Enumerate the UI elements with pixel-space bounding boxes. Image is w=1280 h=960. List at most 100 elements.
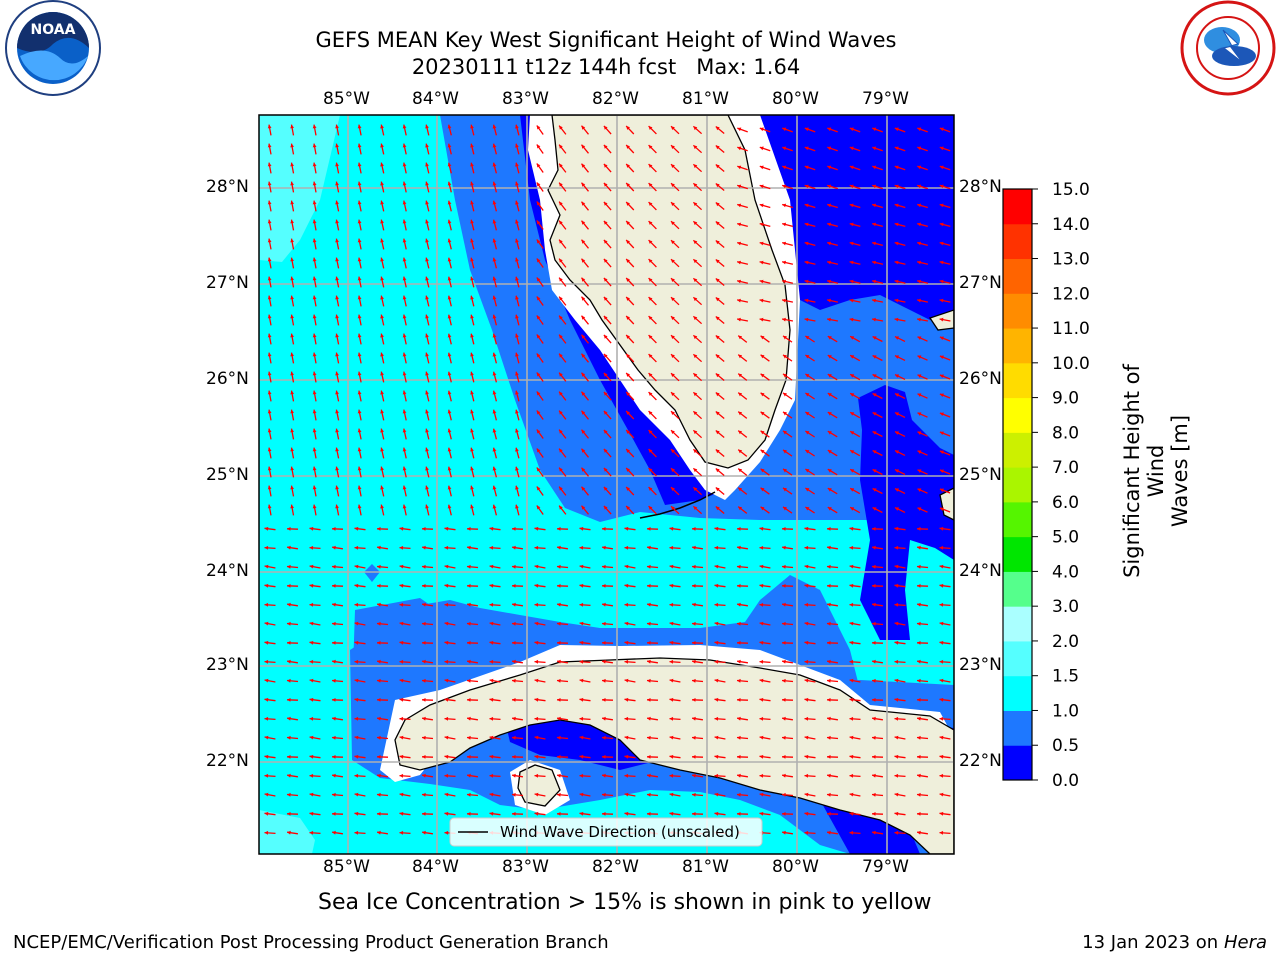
wind-arrow-head [447,409,452,414]
wind-arrow-head [737,165,742,170]
wind-arrow-head [894,222,899,227]
wind-arrow-head [759,583,764,588]
wind-arrow-head [470,314,474,319]
wind-arrow-head [534,583,539,588]
wind-arrow-head [737,527,741,531]
colorbar-tick-label: 2.0 [1052,632,1079,652]
wind-arrow-head [357,371,362,376]
wind-arrow-head [332,812,336,816]
wind-arrow-head [557,564,561,569]
wind-arrow-head [470,181,474,186]
wind-arrow-head [312,200,317,205]
wind-arrow-head [737,716,741,721]
wind-arrow-head [805,469,810,473]
wind-arrow-head [671,183,675,187]
wind-arrow-head [559,372,563,377]
lat-label-left: 22°N [206,751,249,771]
wind-arrow-head [715,392,720,397]
wind-arrow-head [782,184,787,189]
wind-arrow-head [759,222,764,227]
wind-arrow-head [693,487,698,492]
wind-arrow-head [872,792,876,797]
wind-arrow-head [512,678,516,683]
wind-arrow-head [827,584,831,588]
wind-arrow-head [669,621,674,626]
wind-arrow-head [267,257,272,262]
wind-arrow-head [425,428,429,433]
wind-arrow-head [425,219,429,224]
wind-arrow-head [377,641,381,645]
wind-arrow-head [849,564,854,569]
wind-arrow-head [827,165,832,170]
wind-arrow-head [536,353,541,358]
wind-arrow-head [489,697,494,702]
wind-arrow-head [714,735,719,740]
wind-arrow-head [380,162,384,167]
wind-arrow-head [648,240,653,244]
wind-arrow-head [872,527,876,531]
wind-arrow-head [581,334,586,339]
wind-arrow-head [534,640,539,645]
wind-arrow-head [581,391,586,396]
wind-arrow-head [669,583,674,588]
wind-arrow-head [692,545,696,550]
wind-arrow-head [467,527,471,531]
wind-arrow-head [557,812,561,816]
wind-arrow-head [534,697,539,702]
wind-arrow-head [559,448,563,453]
wind-arrow-head [693,164,698,169]
wind-arrow-head [939,526,944,531]
wind-arrow-head [782,584,786,588]
wind-arrow-head [714,545,719,550]
wind-arrow-head [782,678,786,683]
wind-arrow-head [312,371,317,376]
wind-arrow-head [470,504,474,509]
wind-arrow-head [849,678,854,683]
wind-arrow-head [380,485,384,490]
wind-arrow-head [515,352,519,357]
wind-arrow-head [512,773,516,778]
colorbar-segment [1003,223,1032,260]
wind-arrow-head [489,602,494,607]
wind-arrow-head [579,716,584,721]
wind-arrow-head [602,792,606,797]
wind-arrow-head [827,146,832,151]
wind-arrow-head [489,659,494,664]
wind-arrow-head [290,276,294,281]
wind-arrow-head [760,392,765,397]
wind-arrow-head [693,449,698,454]
wind-arrow-head [894,260,899,265]
wind-arrow-head [335,124,339,129]
wind-arrow-head [939,697,944,702]
wind-arrow-head [332,659,336,664]
wind-arrow-head [534,659,539,664]
wind-arrow-head [738,487,743,492]
colorbar-label-line2: Waves [m] [1168,414,1192,528]
wind-arrow-head [290,200,294,205]
wind-arrow-head [515,485,519,490]
wind-arrow-head [671,392,675,396]
wind-arrow-head [759,317,764,322]
wind-arrow-head [264,735,269,740]
wind-arrow-head [872,222,877,227]
wind-arrow-head [626,297,630,301]
wind-arrow-head [357,124,362,129]
wind-arrow-head [492,314,497,319]
wind-arrow-head [738,449,743,454]
colorbar-segment [1003,606,1032,642]
wind-arrow-head [671,468,675,472]
colorbar-segment [1003,501,1032,538]
wind-arrow-head [827,412,832,416]
wind-arrow-head [287,564,291,569]
wind-arrow-head [624,773,629,778]
wind-arrow-head [759,184,764,189]
wind-arrow-head [399,773,404,778]
wind-arrow-head [895,355,899,359]
wind-arrow-head [894,754,899,759]
wind-arrow-head [354,583,359,588]
wind-arrow-head [693,297,698,302]
wind-arrow-head [581,163,586,168]
wind-arrow-head [425,143,429,148]
sea-ice-note: Sea Ice Concentration > 15% is shown in … [318,890,932,915]
wind-arrow-head [512,812,516,816]
